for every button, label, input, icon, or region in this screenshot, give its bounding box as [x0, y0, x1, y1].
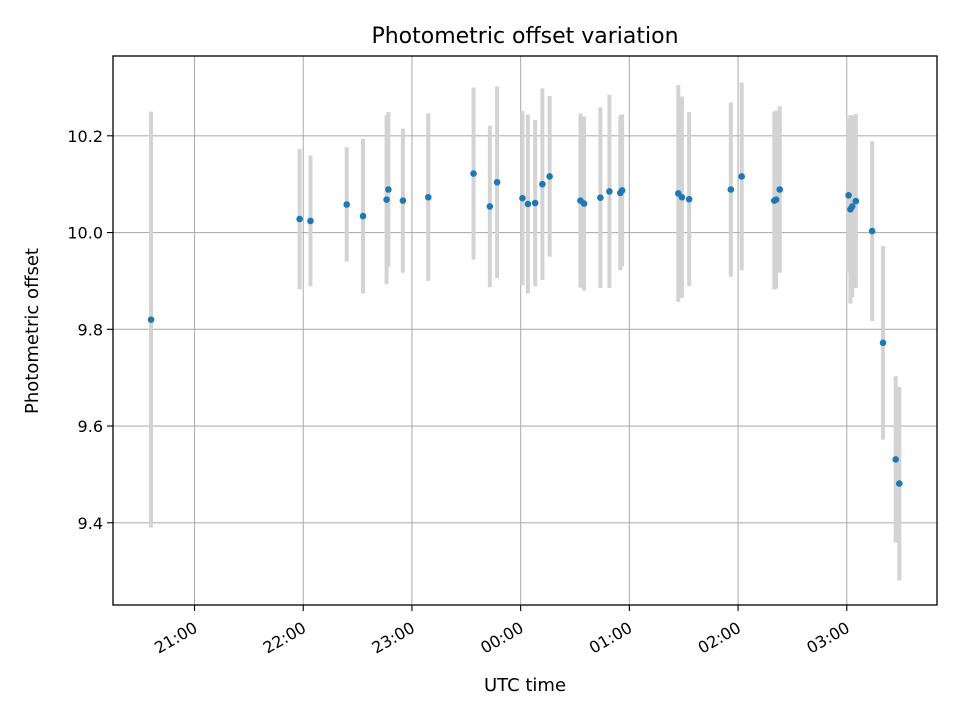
x-axis-label: UTC time [484, 675, 566, 696]
y-tick-label: 9.4 [78, 514, 103, 533]
data-point [606, 188, 613, 195]
data-point [892, 456, 899, 463]
data-point [539, 180, 546, 188]
data-point [852, 197, 860, 205]
plot-frame [112, 55, 938, 606]
data-point [296, 215, 303, 223]
data-point [359, 212, 367, 220]
y-axis-label: Photometric offset [22, 248, 43, 414]
data-point [343, 201, 351, 208]
data-point [685, 195, 693, 203]
data-point [738, 173, 745, 180]
data-point [776, 186, 784, 193]
chart-title: Photometric offset variation [371, 24, 678, 49]
data-point [678, 193, 686, 201]
data-point [879, 339, 887, 347]
data-point [399, 197, 407, 204]
data-point [519, 194, 526, 202]
data-points [147, 170, 903, 487]
data-point [486, 203, 494, 210]
data-point [727, 186, 735, 193]
data-point [385, 186, 392, 193]
y-tick-label: 9.8 [78, 320, 103, 339]
y-axis-ticks: 9.4 9.6 9.8 10.0 10.2 [67, 127, 113, 533]
data-point [845, 192, 852, 199]
data-point [772, 196, 780, 203]
data-point [383, 196, 390, 203]
y-tick-label: 10.2 [67, 127, 103, 146]
data-point [493, 178, 501, 186]
data-point [868, 227, 876, 235]
data-point [546, 173, 553, 180]
data-point [307, 217, 314, 225]
data-point [531, 199, 539, 207]
data-point [618, 187, 626, 194]
y-tick-label: 10.0 [67, 224, 103, 243]
data-point [896, 480, 903, 487]
data-point [524, 200, 532, 208]
data-point [147, 316, 155, 323]
grid-lines [113, 56, 937, 605]
data-point [597, 194, 604, 202]
data-point [580, 200, 588, 207]
y-tick-label: 9.6 [78, 417, 103, 436]
data-point [470, 170, 477, 177]
data-point [424, 193, 432, 201]
data-point [848, 203, 856, 210]
